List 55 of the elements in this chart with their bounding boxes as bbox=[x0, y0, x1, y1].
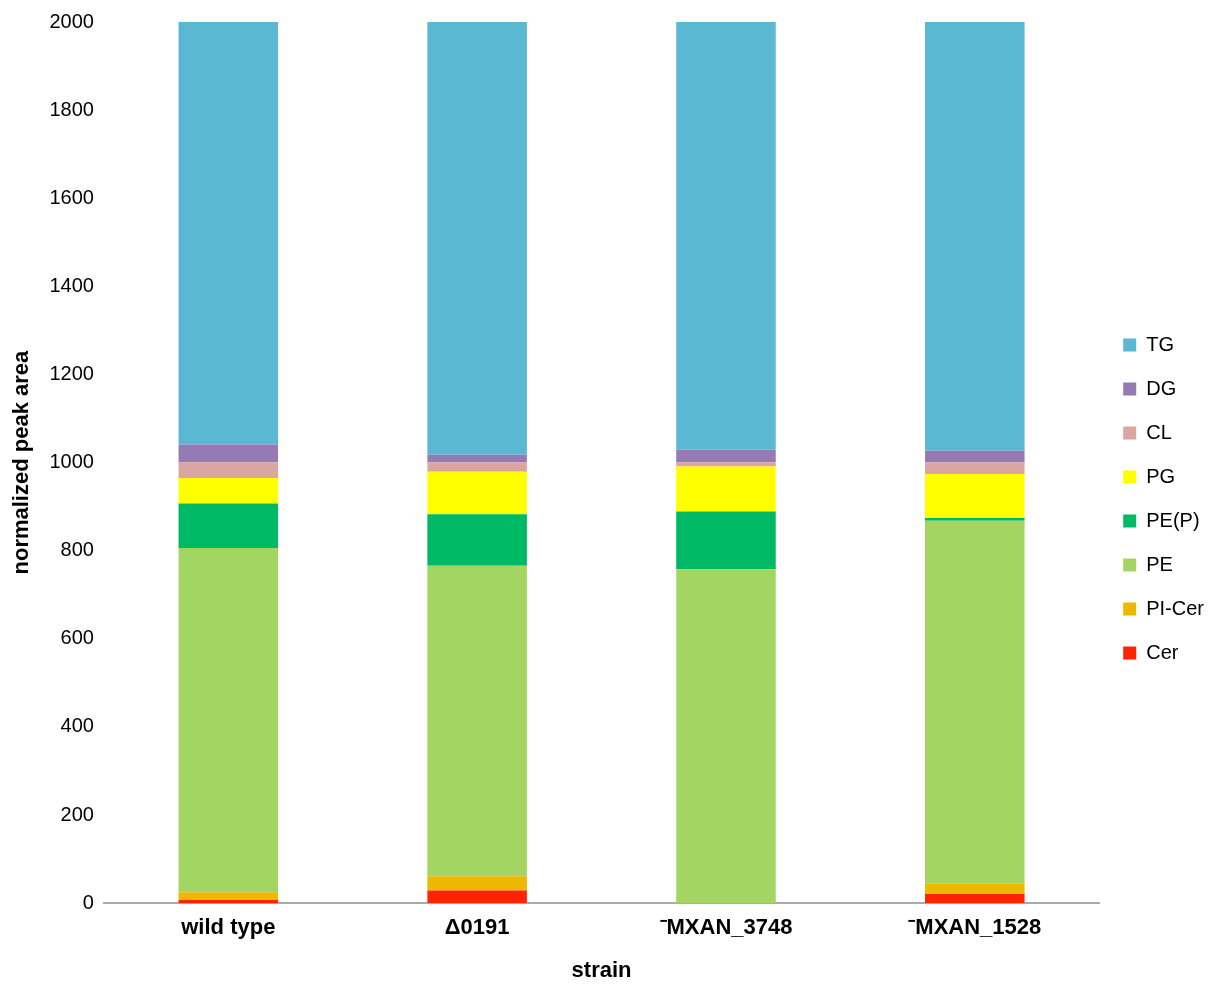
y-tick-label: 2000 bbox=[49, 9, 94, 32]
y-tick-label: 1800 bbox=[49, 97, 94, 120]
bar bbox=[427, 454, 527, 463]
legend-label: PI-Cer bbox=[1146, 596, 1205, 619]
x-tick-label: Δ0191 bbox=[444, 914, 510, 940]
y-tick-label: 1200 bbox=[49, 362, 94, 384]
bar bbox=[925, 22, 1025, 451]
y-tick-label: 800 bbox=[60, 538, 94, 561]
y-tick-label: 1600 bbox=[49, 185, 94, 208]
bar bbox=[925, 893, 1025, 904]
bar bbox=[427, 471, 527, 515]
bar bbox=[427, 890, 527, 904]
bar bbox=[178, 478, 279, 504]
y-tick-label: 0 bbox=[82, 890, 94, 913]
bar bbox=[427, 514, 527, 566]
bar bbox=[427, 462, 527, 472]
bar bbox=[925, 883, 1025, 894]
x-tick-label: ⁻MXAN_1528 bbox=[908, 914, 1042, 940]
legend-label: Cer bbox=[1146, 640, 1179, 663]
bar bbox=[676, 22, 776, 450]
bar bbox=[925, 474, 1025, 519]
bar bbox=[925, 450, 1025, 463]
bar bbox=[925, 518, 1025, 521]
legend-label: PE bbox=[1146, 552, 1173, 575]
bar bbox=[925, 462, 1025, 475]
bar bbox=[925, 520, 1025, 884]
bar bbox=[427, 565, 527, 877]
bar bbox=[178, 462, 279, 479]
bar bbox=[427, 876, 527, 891]
bar bbox=[178, 548, 279, 893]
y-tick-label: 200 bbox=[60, 802, 94, 825]
legend-label: PE(P) bbox=[1146, 508, 1200, 531]
bar bbox=[676, 449, 776, 463]
bar bbox=[676, 511, 776, 570]
legend-label: TG bbox=[1146, 332, 1174, 355]
legend-label: DG bbox=[1146, 376, 1177, 399]
bar bbox=[676, 569, 776, 904]
bar bbox=[676, 462, 776, 467]
legend-label: PG bbox=[1146, 464, 1176, 487]
y-tick-label: 600 bbox=[60, 626, 94, 649]
legend-label: CL bbox=[1146, 420, 1172, 443]
bar bbox=[676, 466, 776, 512]
bar bbox=[178, 22, 279, 445]
y-tick-label: 400 bbox=[60, 714, 94, 737]
bar bbox=[427, 22, 527, 455]
bar bbox=[178, 892, 279, 901]
x-axis-title: strain bbox=[571, 956, 632, 982]
bar bbox=[178, 900, 279, 904]
bar bbox=[178, 503, 279, 549]
y-tick-label: 1400 bbox=[49, 273, 94, 296]
x-tick-label: ⁻MXAN_3748 bbox=[659, 914, 793, 940]
bar bbox=[178, 444, 279, 463]
y-tick-label: 1000 bbox=[49, 450, 94, 473]
x-tick-label: wild type bbox=[180, 914, 276, 940]
y-axis-title: normalized peak area bbox=[8, 349, 34, 575]
